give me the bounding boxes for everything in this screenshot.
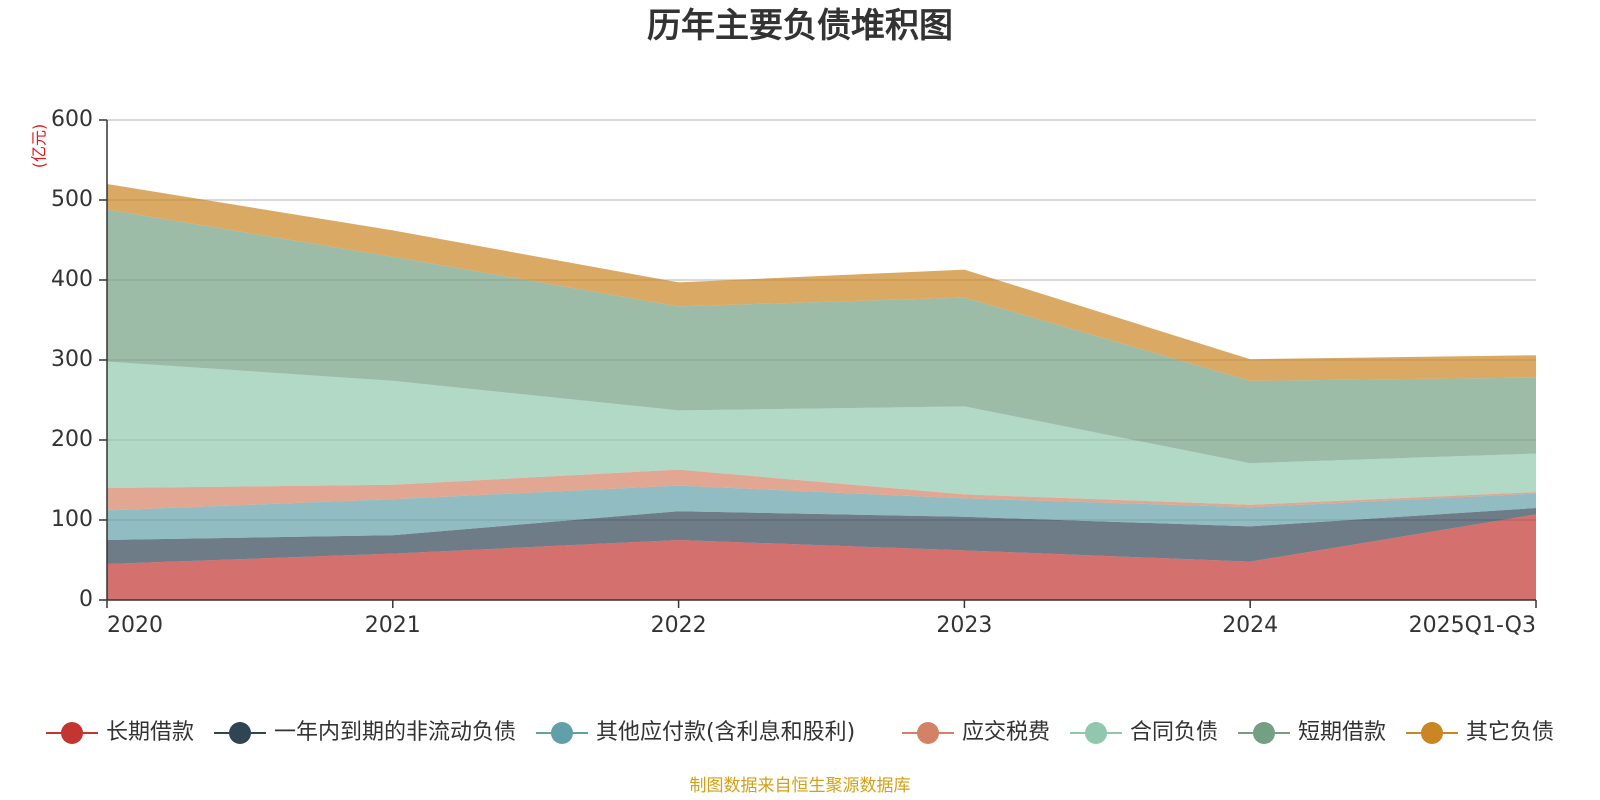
legend-label: 应交税费 [962, 720, 1050, 745]
legend-item-5[interactable]: 合同负债 [1070, 720, 1218, 745]
legend-marker [1421, 722, 1443, 744]
x-tick-label: 2022 [651, 613, 707, 638]
legend-label: 短期借款 [1298, 720, 1386, 745]
legend-label: 一年内到期的非流动负债 [274, 720, 516, 745]
y-tick-label: 400 [51, 267, 93, 292]
x-tick-label: 2025Q1-Q3 [1409, 613, 1536, 638]
area-series-4 [107, 469, 1536, 511]
legend-item-3[interactable]: 其他应付款(含利息和股利) [536, 720, 855, 745]
legend-marker [1085, 722, 1107, 744]
area-series-6 [107, 209, 1536, 464]
y-tick-label: 600 [51, 107, 93, 132]
x-tick-label: 2024 [1222, 613, 1278, 638]
y-axis-unit-label: (亿元) [30, 124, 49, 169]
legend-marker [917, 722, 939, 744]
area-series-3 [107, 485, 1536, 540]
chart-title: 历年主要负债堆积图 [647, 6, 953, 46]
area-series-group [107, 184, 1536, 600]
legend-item-4[interactable]: 应交税费 [902, 720, 1050, 745]
area-series-7 [107, 184, 1536, 381]
legend-marker [1253, 722, 1275, 744]
source-note: 制图数据来自恒生聚源数据库 [690, 776, 911, 796]
legend-marker [229, 722, 251, 744]
legend-marker [551, 722, 573, 744]
y-tick-label: 500 [51, 187, 93, 212]
x-tick-label: 2023 [936, 613, 992, 638]
legend-item-2[interactable]: 一年内到期的非流动负债 [214, 720, 516, 745]
legend-label: 合同负债 [1130, 720, 1218, 745]
legend-item-1[interactable]: 长期借款 [46, 720, 194, 745]
legend-label: 其他应付款(含利息和股利) [596, 720, 855, 745]
legend-marker [61, 722, 83, 744]
legend-label: 长期借款 [106, 720, 194, 745]
y-tick-label: 200 [51, 427, 93, 452]
legend-item-6[interactable]: 短期借款 [1238, 720, 1386, 745]
x-tick-label: 2021 [365, 613, 421, 638]
legend: 长期借款 一年内到期的非流动负债 其他应付款(含利息和股利) 应交税费 合同负债 短期借款… [46, 720, 1554, 745]
legend-label: 其它负债 [1466, 720, 1554, 745]
y-tick-label: 300 [51, 347, 93, 372]
area-series-1 [107, 514, 1536, 600]
y-tick-label: 0 [79, 587, 93, 612]
area-series-2 [107, 508, 1536, 564]
x-tick-label: 2020 [107, 613, 163, 638]
axes: 0 100 200 300 400 500 600 2020 2021 2022 2023 2024 2… [51, 107, 1537, 638]
area-series-5 [107, 361, 1536, 505]
legend-item-7[interactable]: 其它负债 [1406, 720, 1554, 745]
y-tick-label: 100 [51, 507, 93, 532]
